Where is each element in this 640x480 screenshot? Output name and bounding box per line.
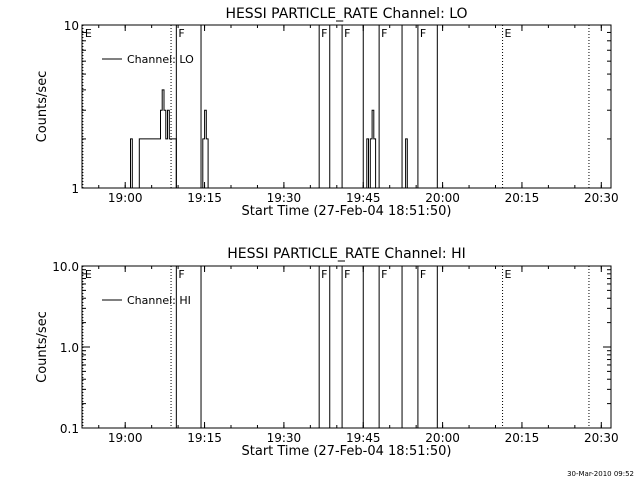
marker-label: F <box>321 268 327 281</box>
y-tick-label: 1 <box>71 182 79 196</box>
x-tick-label: 20:15 <box>505 431 540 445</box>
y-tick-label: 1.0 <box>60 341 79 355</box>
y-tick-label: 10 <box>64 19 79 33</box>
x-tick-label: 19:30 <box>267 431 302 445</box>
marker-label: E <box>505 27 512 40</box>
x-tick-label: 19:15 <box>187 191 222 205</box>
legend-entry: Channel: HI <box>127 294 191 307</box>
marker-label: F <box>381 27 387 40</box>
marker-label: F <box>178 27 184 40</box>
x-tick-label: 20:00 <box>425 191 460 205</box>
marker-label: F <box>381 268 387 281</box>
x-tick-label: 20:30 <box>584 191 619 205</box>
plot-frame <box>81 265 612 429</box>
y-axis-label: Counts/sec <box>35 71 50 143</box>
x-tick-label: 20:30 <box>584 431 619 445</box>
legend-entry: Channel: LO <box>127 53 194 66</box>
y-tick-label: 10.0 <box>52 260 79 274</box>
marker-label: F <box>344 27 350 40</box>
chart-panel-0: HESSI PARTICLE_RATE Channel: LO E F F F F F E 19… <box>35 6 619 219</box>
series-line-0 <box>128 89 408 189</box>
marker-label: F <box>178 268 184 281</box>
x-tick-label: 19:15 <box>187 431 222 445</box>
marker-label: F <box>420 27 426 40</box>
x-tick-label: 20:15 <box>505 191 540 205</box>
legend: Channel: HI <box>102 294 191 307</box>
x-tick-label: 19:00 <box>108 191 143 205</box>
x-tick-label: 19:45 <box>346 191 381 205</box>
x-axis-label: Start Time (27-Feb-04 18:51:50) <box>242 204 452 219</box>
x-tick-label: 19:00 <box>108 431 143 445</box>
marker-label: E <box>85 268 92 281</box>
x-tick-label: 20:00 <box>425 431 460 445</box>
x-tick-label: 19:30 <box>267 191 302 205</box>
x-tick-label: 19:45 <box>346 431 381 445</box>
chart-title: HESSI PARTICLE_RATE Channel: HI <box>227 246 465 262</box>
marker-label: F <box>344 268 350 281</box>
legend: Channel: LO <box>102 53 194 66</box>
marker-label: E <box>505 268 512 281</box>
y-tick-label: 0.1 <box>60 422 79 436</box>
marker-label: E <box>85 27 92 40</box>
marker-label: F <box>321 27 327 40</box>
x-axis-label: Start Time (27-Feb-04 18:51:50) <box>242 444 452 459</box>
y-axis-label: Counts/sec <box>35 311 50 383</box>
plot-date-stamp: 30-Mar-2010 09:52 <box>567 470 634 478</box>
chart-title: HESSI PARTICLE_RATE Channel: LO <box>225 6 467 22</box>
chart-panel-1: HESSI PARTICLE_RATE Channel: HI E F F F F F E 19… <box>35 246 619 459</box>
plot-frame <box>81 24 612 189</box>
marker-label: F <box>420 268 426 281</box>
